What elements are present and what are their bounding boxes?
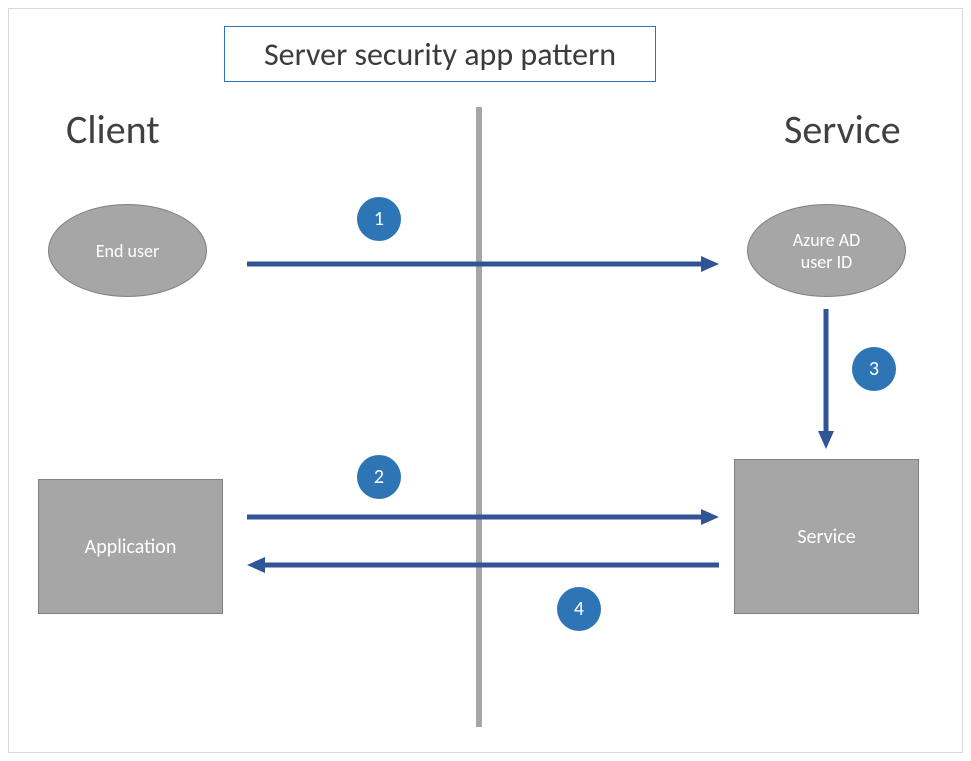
step-badge-1-label: 1 [374,207,384,231]
step-badge-4: 4 [557,587,601,631]
diagram-title: Server security app pattern [224,26,656,82]
step-badge-3: 3 [852,347,896,391]
node-azure-ad-user-id-label: Azure AD user ID [793,229,860,273]
section-label-client-text: Client [66,105,160,154]
section-label-service: Service [784,105,901,154]
node-application-label: Application [85,535,177,559]
step-badge-4-label: 4 [574,597,584,621]
diagram-frame: Server security app pattern Client Servi… [8,8,963,753]
node-service: Service [734,459,919,614]
section-label-client: Client [66,105,160,154]
diagram-title-text: Server security app pattern [264,35,616,74]
step-badge-2: 2 [357,455,401,499]
node-end-user-label: End user [96,240,160,262]
section-label-service-text: Service [784,105,901,154]
node-application: Application [38,479,223,614]
node-end-user: End user [48,204,207,297]
node-service-label: Service [797,525,855,549]
node-azure-ad-user-id: Azure AD user ID [747,204,906,297]
step-badge-2-label: 2 [374,465,384,489]
step-badge-1: 1 [357,197,401,241]
step-badge-3-label: 3 [869,357,879,381]
